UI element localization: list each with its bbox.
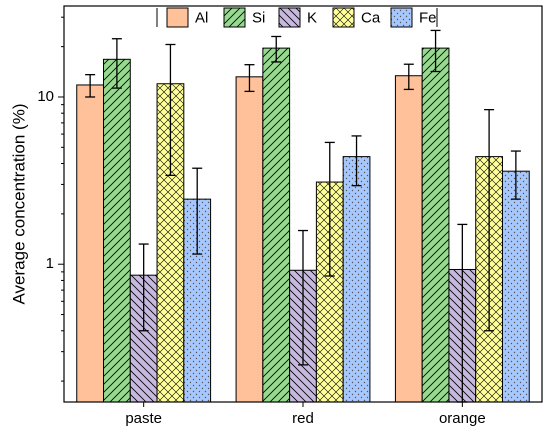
legend-label-ca: Ca	[361, 9, 381, 26]
y-axis-title: Average concentration (%)	[9, 104, 28, 305]
legend-swatch-al	[167, 8, 188, 27]
legend-label-si: Si	[252, 9, 265, 26]
y-tick-label: 1	[46, 255, 54, 272]
bar-al-paste	[76, 84, 104, 402]
y-tick-label: 10	[37, 88, 54, 105]
legend-swatch-outline-si	[223, 7, 246, 28]
legend-swatch-outline-al	[166, 7, 189, 28]
legend-swatch-pattern-fe	[391, 8, 412, 27]
x-tick-label: orange	[439, 410, 486, 427]
bar-pattern-si-orange	[422, 48, 449, 402]
legend-swatch-outline-ca	[332, 7, 355, 28]
legend-swatch-pattern-ca	[333, 8, 354, 27]
bar-al-red	[236, 76, 263, 402]
x-axis: paste red orange	[125, 402, 486, 427]
legend-swatch-outline-k	[278, 7, 301, 28]
error-bars-layer	[85, 29, 521, 403]
bar-pattern-fe-orange	[502, 171, 530, 402]
legend: Al Si K Ca Fe	[156, 7, 438, 28]
bar-al-orange	[395, 75, 423, 402]
legend-label-al: Al	[195, 9, 208, 26]
x-tick-label: red	[292, 410, 314, 427]
legend-swatch-pattern-si	[224, 8, 245, 27]
bar-pattern-si-paste	[103, 59, 131, 403]
bar-pattern-fe-red	[343, 156, 370, 402]
legend-swatch-pattern-k	[279, 8, 300, 27]
legend-swatch-outline-fe	[390, 7, 413, 28]
y-axis: 1 10	[37, 16, 64, 382]
bar-pattern-si-red	[262, 48, 290, 402]
legend-label-fe: Fe	[419, 9, 437, 26]
x-tick-label: paste	[125, 410, 162, 427]
legend-label-k: K	[307, 9, 317, 26]
